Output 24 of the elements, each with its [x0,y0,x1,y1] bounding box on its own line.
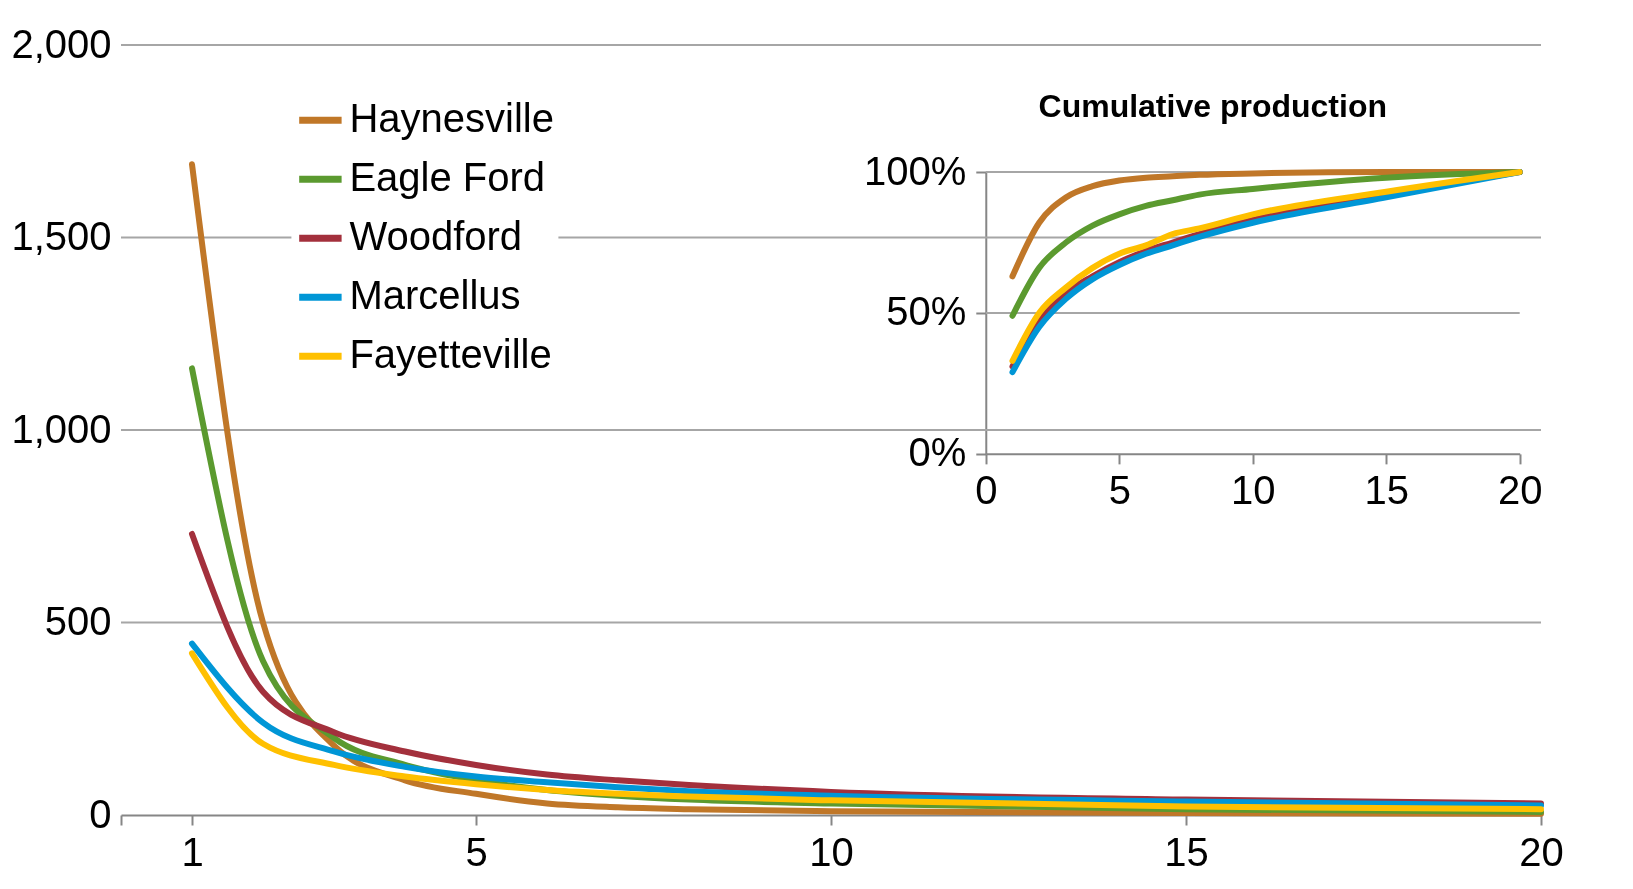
legend-label: Haynesville [349,96,554,141]
y-tick-label: 0% [908,430,967,475]
x-tick-label: 1 [181,829,204,874]
x-tick-label: 20 [1497,468,1543,513]
y-tick-label: 0 [89,791,112,836]
legend-label: Marcellus [349,273,521,318]
y-tick-label: 2,000 [11,21,112,66]
x-tick-label: 0 [975,468,998,513]
y-tick-label: 1,500 [11,214,112,258]
x-tick-label: 5 [465,829,488,874]
y-tick-label: 50% [886,289,967,334]
x-tick-label: 20 [1519,829,1564,874]
legend-label: Fayetteville [349,332,552,377]
x-tick-label: 5 [1108,468,1131,513]
y-tick-label: 1,000 [11,406,112,451]
legend-label: Woodford [349,214,523,259]
legend-label: Eagle Ford [349,155,546,200]
chart-title: Cumulative production [1038,88,1387,125]
y-tick-label: 500 [44,599,112,643]
x-tick-label: 15 [1164,829,1209,874]
x-tick-label: 10 [1230,468,1276,513]
y-tick-label: 100% [863,148,967,193]
x-tick-label: 15 [1364,468,1409,513]
x-tick-label: 10 [809,829,854,874]
